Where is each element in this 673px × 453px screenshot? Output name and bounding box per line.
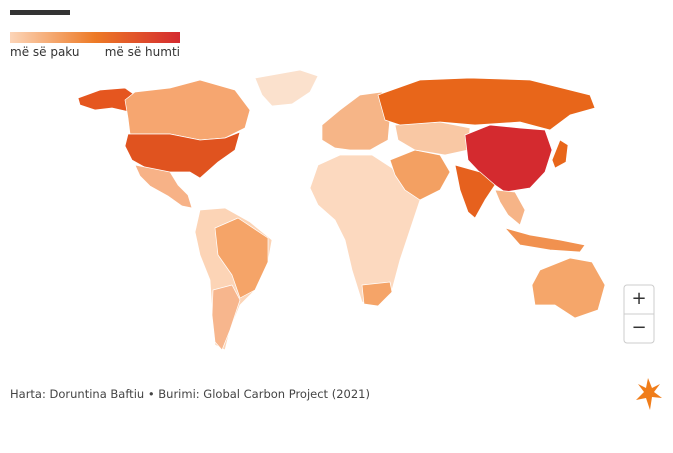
legend-min: më së paku <box>10 45 80 59</box>
country <box>531 257 606 319</box>
header-bar <box>10 10 70 15</box>
country <box>124 79 251 141</box>
world-map <box>77 69 637 351</box>
country <box>211 284 241 351</box>
country <box>377 77 596 131</box>
country <box>124 131 241 179</box>
country <box>309 154 421 306</box>
country <box>361 281 393 307</box>
country <box>394 121 471 156</box>
logo <box>636 378 662 410</box>
zoom-in-button[interactable]: + <box>631 288 646 309</box>
legend-gradient <box>10 32 180 43</box>
country <box>321 91 391 151</box>
country <box>504 227 586 253</box>
country <box>454 164 496 219</box>
logo-mark <box>636 378 662 410</box>
legend-max: më së humti <box>105 45 180 59</box>
zoom-controls: + − <box>623 284 655 344</box>
country <box>551 139 569 169</box>
country <box>214 217 269 299</box>
country <box>254 69 319 107</box>
country <box>494 189 526 226</box>
zoom-out-button[interactable]: − <box>631 317 646 338</box>
credit: Harta: Doruntina Baftiu • Burimi: Global… <box>10 387 370 401</box>
country <box>134 164 193 209</box>
